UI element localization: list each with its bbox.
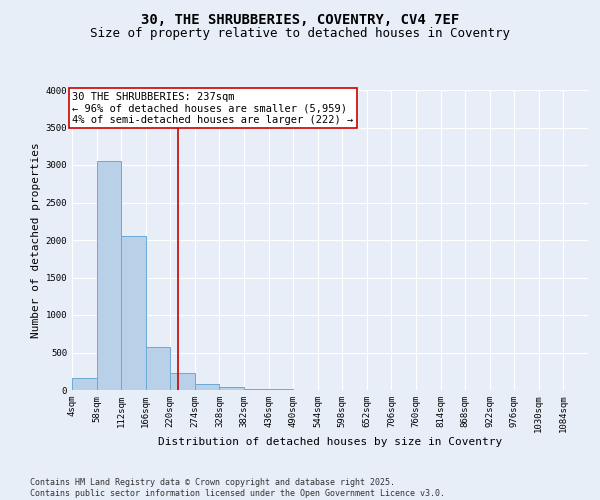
Bar [220,387,244,390]
Bar [195,384,220,390]
X-axis label: Distribution of detached houses by size in Coventry: Distribution of detached houses by size … [158,436,502,446]
Bar [72,378,97,390]
Bar [97,160,121,390]
Bar [269,389,293,390]
Text: Size of property relative to detached houses in Coventry: Size of property relative to detached ho… [90,28,510,40]
Text: 30 THE SHRUBBERIES: 237sqm
← 96% of detached houses are smaller (5,959)
4% of se: 30 THE SHRUBBERIES: 237sqm ← 96% of deta… [73,92,354,124]
Bar [121,236,146,390]
Text: 30, THE SHRUBBERIES, COVENTRY, CV4 7EF: 30, THE SHRUBBERIES, COVENTRY, CV4 7EF [141,12,459,26]
Y-axis label: Number of detached properties: Number of detached properties [31,142,41,338]
Bar [244,388,269,390]
Bar [170,373,195,390]
Bar [146,346,170,390]
Text: Contains HM Land Registry data © Crown copyright and database right 2025.
Contai: Contains HM Land Registry data © Crown c… [30,478,445,498]
